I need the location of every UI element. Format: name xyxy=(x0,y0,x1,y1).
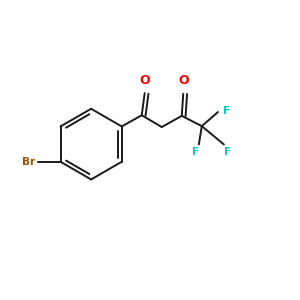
Text: F: F xyxy=(223,106,230,116)
Text: F: F xyxy=(192,147,199,157)
Text: O: O xyxy=(178,74,189,87)
Text: F: F xyxy=(224,147,231,157)
Text: O: O xyxy=(140,74,150,87)
Text: Br: Br xyxy=(22,157,35,167)
